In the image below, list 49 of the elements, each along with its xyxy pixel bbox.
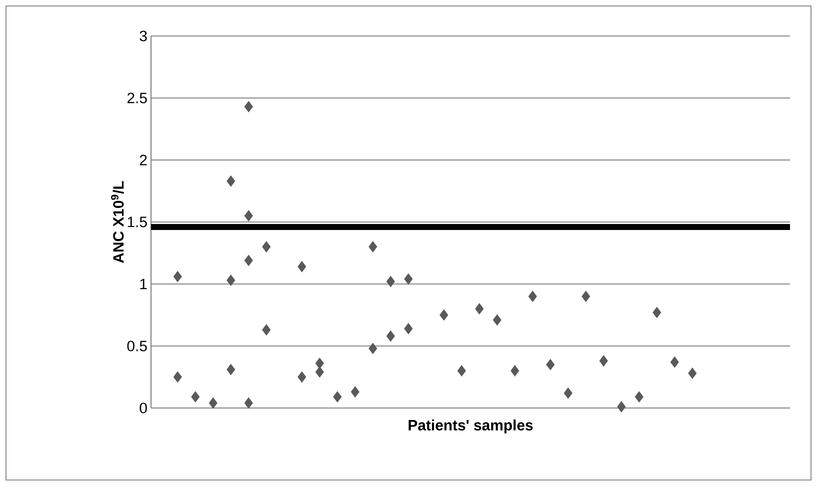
point [670,356,679,368]
y-axis-title: ANC X10$^{9}$/L [111,181,124,263]
point [652,306,662,318]
point [226,274,236,286]
x-axis-title: Patients' samples [408,420,533,434]
point [244,100,253,112]
point [404,322,413,334]
point [368,342,378,354]
point [440,309,448,321]
point [368,241,378,252]
point [492,314,502,326]
point [688,368,697,379]
point [475,303,484,314]
point [457,365,466,376]
point [546,358,555,370]
point [386,276,395,288]
point [617,401,626,412]
point [226,364,236,376]
point [350,386,360,398]
point [244,254,253,266]
point [510,365,520,376]
y-tick-label: 2.5 [127,92,147,104]
point [315,358,324,370]
point [599,355,608,367]
point [244,210,253,222]
point [208,397,218,409]
y-tick-label: 0 [140,402,147,414]
y-tick-label: 1.5 [128,216,147,228]
y-tick-label: 3 [140,30,147,42]
point [226,175,236,187]
point [262,324,271,336]
point [298,371,306,383]
point [315,366,324,378]
point [386,330,395,342]
point [634,391,644,403]
point [582,290,590,302]
point [173,371,182,383]
point [564,387,572,399]
point [333,391,342,403]
point [298,260,306,272]
point [528,290,537,302]
point [404,273,413,285]
y-tick-label: 2 [140,154,147,166]
y-tick-label: 0.5 [127,340,147,352]
point [262,241,271,252]
y-tick-label: 1 [140,278,147,290]
point [244,397,253,409]
point [173,270,182,282]
point [191,391,200,403]
